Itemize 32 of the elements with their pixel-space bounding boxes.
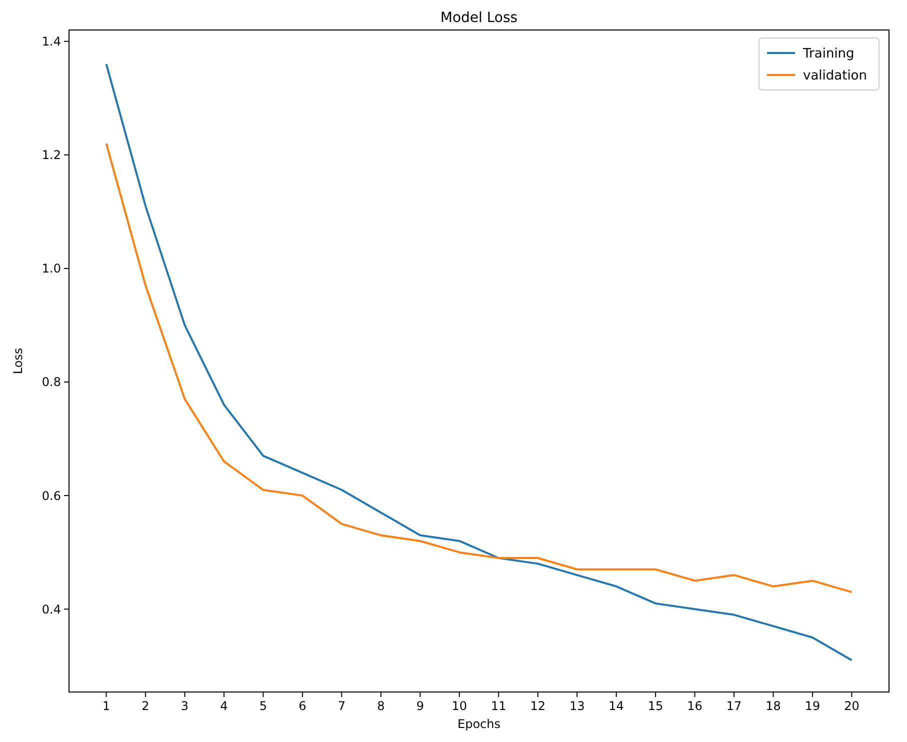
x-tick-label: 20 <box>844 699 860 713</box>
y-tick-label: 1.2 <box>42 148 61 162</box>
x-tick-label: 1 <box>102 699 110 713</box>
x-tick-label: 15 <box>648 699 664 713</box>
x-tick-label: 4 <box>220 699 228 713</box>
y-tick-label: 1.4 <box>42 34 61 49</box>
x-tick-label: 18 <box>766 699 781 713</box>
x-tick-label: 11 <box>490 699 506 713</box>
x-tick-label: 16 <box>687 699 702 713</box>
y-tick-label: 0.4 <box>42 602 61 616</box>
x-axis-title: Epochs <box>458 717 500 731</box>
x-tick-label: 7 <box>338 699 346 713</box>
y-tick-label: 0.8 <box>42 375 61 390</box>
y-tick-label: 0.6 <box>42 488 61 503</box>
x-tick-label: 6 <box>298 699 306 713</box>
x-tick-label: 19 <box>804 699 820 713</box>
x-tick-label: 3 <box>180 699 189 713</box>
x-tick-label: 12 <box>530 699 546 713</box>
x-tick-label: 9 <box>416 699 424 713</box>
chart-title: Model Loss <box>440 10 518 26</box>
x-tick-label: 2 <box>142 699 150 713</box>
legend-label: Training <box>802 46 854 62</box>
x-tick-label: 13 <box>569 699 585 713</box>
x-tick-label: 14 <box>608 699 624 713</box>
x-tick-label: 10 <box>452 699 468 713</box>
legend-label: validation <box>803 68 868 84</box>
y-axis-title: Loss <box>11 348 25 374</box>
x-tick-label: 8 <box>377 699 385 713</box>
y-tick-label: 1.0 <box>42 262 61 276</box>
x-tick-label: 17 <box>726 699 742 713</box>
line-series <box>105 142 853 594</box>
x-tick-label: 5 <box>259 699 268 713</box>
